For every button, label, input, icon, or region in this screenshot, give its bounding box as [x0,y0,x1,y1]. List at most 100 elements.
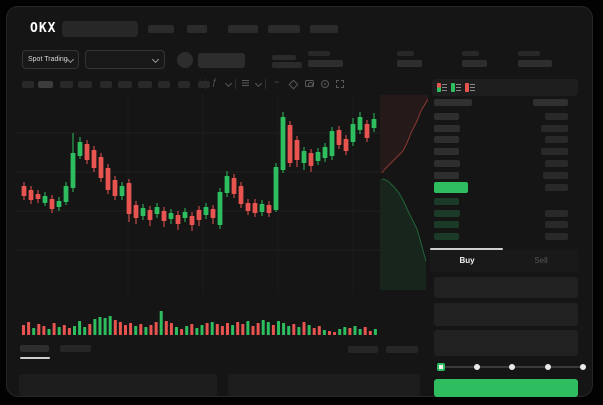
trade-form-field[interactable] [434,303,578,326]
orderbook-mode-asks-icon[interactable] [465,83,475,92]
tab-buy[interactable]: Buy [459,256,475,265]
slider-stop[interactable] [580,364,586,370]
ask-price-bar[interactable] [434,171,459,179]
orderbook-mode-strip [437,83,441,92]
stat-label-placeholder [308,51,330,56]
bottom-active-tab-indicator [20,357,50,359]
slider-stop[interactable] [509,364,515,370]
candlestick-chart[interactable] [15,95,381,295]
tab-sell[interactable]: Sell [534,256,548,265]
orderbook-price-header [434,99,472,106]
orderbook-mode-strip [465,83,469,92]
stat-value-placeholder [308,60,343,67]
search-input[interactable] [62,21,138,37]
nav-item[interactable] [187,25,207,33]
stat-label-placeholder [518,51,540,56]
ask-amount-bar[interactable] [541,124,568,132]
spot-trading-dropdown[interactable]: Spot Trading [22,50,79,69]
display-settings-icon[interactable] [242,80,249,86]
nav-item[interactable] [310,25,338,33]
spot-trading-label: Spot Trading [28,56,68,63]
active-tab-indicator [430,248,503,250]
ask-amount-bar[interactable] [545,113,568,120]
stat-value-placeholder [397,60,422,67]
orders-panel-left [19,374,217,396]
volume-chart[interactable] [15,300,381,336]
price-placeholder [272,55,296,60]
ask-price-bar[interactable] [434,113,459,120]
chevron-down-icon [66,55,75,64]
orderbook-amount-header [533,99,568,106]
timeframe-button[interactable] [38,81,53,88]
bottom-action-placeholder[interactable] [386,346,418,353]
orders-panel-right [228,374,420,396]
chevron-down-icon [151,55,160,64]
depth-bids-line [381,178,427,262]
trade-tab-row [430,250,578,272]
slider-handle[interactable] [437,363,445,371]
timeframe-button[interactable] [138,81,152,88]
bid-price-bar[interactable] [434,233,459,241]
camera-icon[interactable] [305,80,314,87]
slider-stop[interactable] [473,364,480,370]
timeframe-button[interactable] [100,81,112,88]
slider-stop[interactable] [544,364,551,370]
ask-amount-bar[interactable] [543,171,568,179]
trade-form-field[interactable] [434,330,578,356]
fullscreen-icon[interactable] [336,80,344,88]
stat-label-placeholder [462,51,479,56]
coin-icon [177,52,193,68]
stat-label-placeholder [397,51,414,56]
pair-selector-dropdown[interactable] [85,50,165,69]
depth-chart[interactable] [380,95,428,290]
nav-item[interactable] [228,25,258,33]
ask-amount-bar[interactable] [545,159,568,167]
okx-logo: OKX [30,21,57,36]
timeframe-button[interactable] [78,81,92,88]
bid-amount-bar[interactable] [545,221,568,229]
indicator-icon[interactable]: ƒ [212,77,218,87]
bottom-tab[interactable] [60,345,91,352]
stat-value-placeholder [518,60,552,67]
stat-value-placeholder [462,60,487,67]
toolbar-divider [265,79,266,89]
bid-price-bar[interactable] [434,198,459,205]
nav-item[interactable] [148,25,174,33]
bid-amount-bar[interactable] [545,209,568,217]
line-drawing-icon[interactable]: ~ [274,77,280,87]
timeframe-button[interactable] [118,81,132,88]
ask-price-bar[interactable] [434,159,460,167]
depth-asks-line [381,98,428,174]
orderbook-mode-bids-icon[interactable] [451,83,461,92]
bid-price-bar[interactable] [434,221,459,229]
buy-button[interactable] [434,379,578,397]
orderbook-mode-lines [470,84,475,92]
pair-name-placeholder [198,53,245,68]
ask-amount-bar[interactable] [541,148,568,156]
ask-price-bar[interactable] [434,124,460,132]
ask-price-bar[interactable] [434,148,459,156]
orderbook-mode-strip [451,83,455,92]
timeframe-button[interactable] [60,81,73,88]
orderbook-mode-both-icon[interactable] [437,83,447,92]
timeframe-button[interactable] [158,81,170,88]
price-change-placeholder [272,62,302,68]
ask-amount-bar[interactable] [545,136,568,144]
last-price-amount-bar [545,184,568,191]
timeframe-button[interactable] [22,81,34,88]
bottom-action-placeholder[interactable] [348,346,378,353]
bid-price-bar[interactable] [434,209,460,217]
depth-asks-area [380,95,428,173]
bottom-tab[interactable] [20,345,49,352]
nav-item[interactable] [268,25,300,33]
settings-icon[interactable] [321,80,329,88]
timeframe-button[interactable] [198,81,210,88]
orderbook-mode-lines [442,84,447,92]
bid-amount-bar[interactable] [545,233,568,241]
last-price-bar[interactable] [434,182,468,193]
toolbar-divider [235,79,236,89]
timeframe-button[interactable] [178,81,190,88]
trade-form-field[interactable] [434,277,578,298]
ask-price-bar[interactable] [434,136,459,144]
